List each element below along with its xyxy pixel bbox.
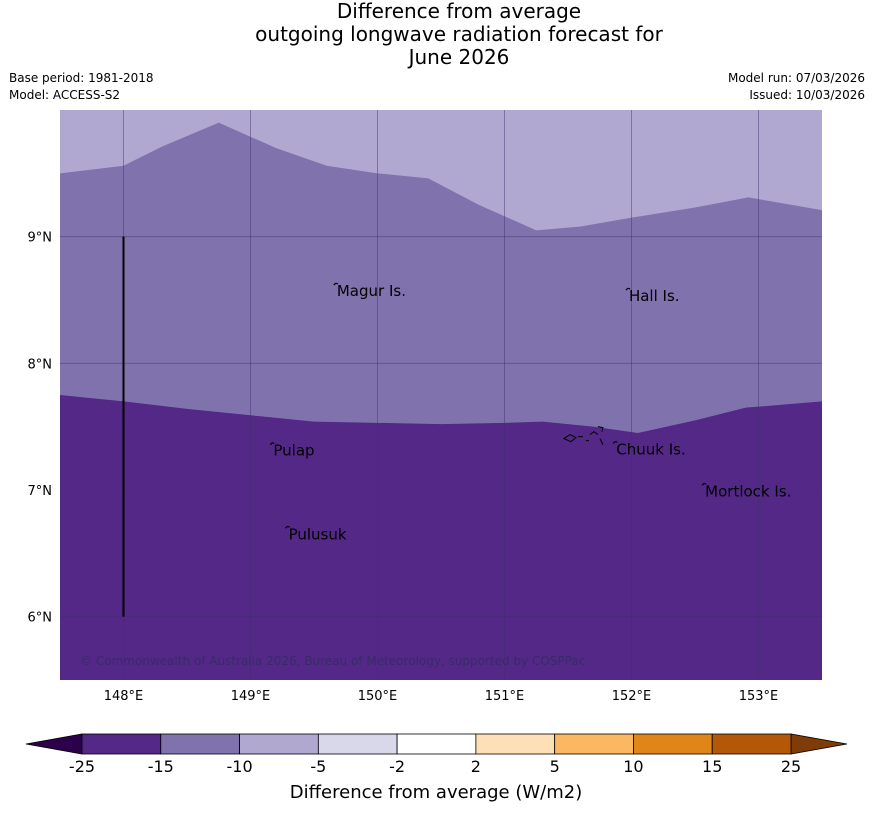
colorbar-bin: [633, 733, 713, 755]
lat-tick-label: 7°N: [28, 484, 53, 499]
copyright-text: © Commonwealth of Australia 2026, Bureau…: [80, 654, 585, 668]
colorbar-label: Difference from average (W/m2): [290, 782, 582, 803]
base-period: Base period: 1981-2018: [9, 71, 154, 85]
colorbar-over-arrow: [790, 733, 848, 755]
place-label: Magur Is.: [337, 282, 406, 300]
place-label: Pulusuk: [289, 525, 347, 543]
colorbar-tick-label: -5: [310, 757, 326, 776]
colorbar-tick-label: 25: [781, 757, 801, 776]
band-minus25-to-minus15: [60, 395, 822, 680]
issued-date: Issued: 10/03/2026: [749, 88, 865, 102]
chuuk-lagoon-outline: [562, 426, 604, 445]
place-label: Hall Is.: [629, 287, 680, 305]
colorbar-tick-label: 5: [550, 757, 560, 776]
meta-right: Model run: 07/03/2026 Issued: 10/03/2026: [728, 70, 865, 104]
island-outline: [612, 441, 618, 444]
colorbar-bin: [396, 733, 477, 755]
colorbar-tick-label: -2: [389, 757, 405, 776]
island-outline: [285, 525, 291, 529]
model-name: Model: ACCESS-S2: [9, 88, 121, 102]
colorbar-tick-label: -10: [226, 757, 252, 776]
colorbar-tick-label: 15: [702, 757, 722, 776]
island-outline: [269, 442, 275, 446]
title-line-2: outgoing longwave radiation forecast for: [255, 22, 663, 46]
lat-tick-label: 9°N: [28, 231, 53, 246]
colorbar-bin: [475, 733, 556, 755]
island-outline: [625, 287, 631, 291]
chart-title: Difference from average outgoing longwav…: [0, 0, 873, 69]
colorbar-tick-label: -15: [148, 757, 174, 776]
lon-tick-label: 153°E: [739, 689, 779, 704]
lon-tick-label: 150°E: [358, 689, 398, 704]
place-label: Chuuk Is.: [616, 440, 685, 458]
colorbar-bin: [711, 733, 792, 755]
map-layers: 148°E 149°E 150°E 151°E 152°E 153°E 9°N 8°N 7°N 6…: [28, 110, 822, 704]
colorbar-tick-label: 10: [623, 757, 643, 776]
colorbar-bin: [239, 733, 319, 755]
place-label: Mortlock Is.: [705, 482, 791, 500]
title-line-3: June 2026: [408, 45, 510, 69]
lon-tick-label: 148°E: [104, 689, 144, 704]
title-line-1: Difference from average: [336, 0, 582, 23]
model-run: Model run: 07/03/2026: [727, 71, 865, 85]
meta-left: Base period: 1981-2018 Model: ACCESS-S2: [9, 70, 154, 104]
colorbar-bin: [317, 733, 398, 755]
lon-tick-label: 152°E: [612, 689, 652, 704]
place-label: Pulap: [273, 442, 314, 460]
island-outline: [701, 482, 707, 486]
island-outline: [333, 282, 339, 286]
lon-tick-label: 149°E: [231, 689, 271, 704]
lon-tick-label: 151°E: [485, 689, 525, 704]
lat-tick-label: 6°N: [28, 611, 53, 626]
colorbar-bin: [81, 733, 162, 755]
colorbar-tick-label: 2: [471, 757, 481, 776]
lat-tick-label: 8°N: [28, 357, 53, 372]
colorbar-bin: [554, 733, 634, 755]
colorbar-under-arrow: [25, 733, 83, 755]
colorbar-tick-label: -25: [69, 757, 95, 776]
colorbar-bin: [160, 733, 240, 755]
